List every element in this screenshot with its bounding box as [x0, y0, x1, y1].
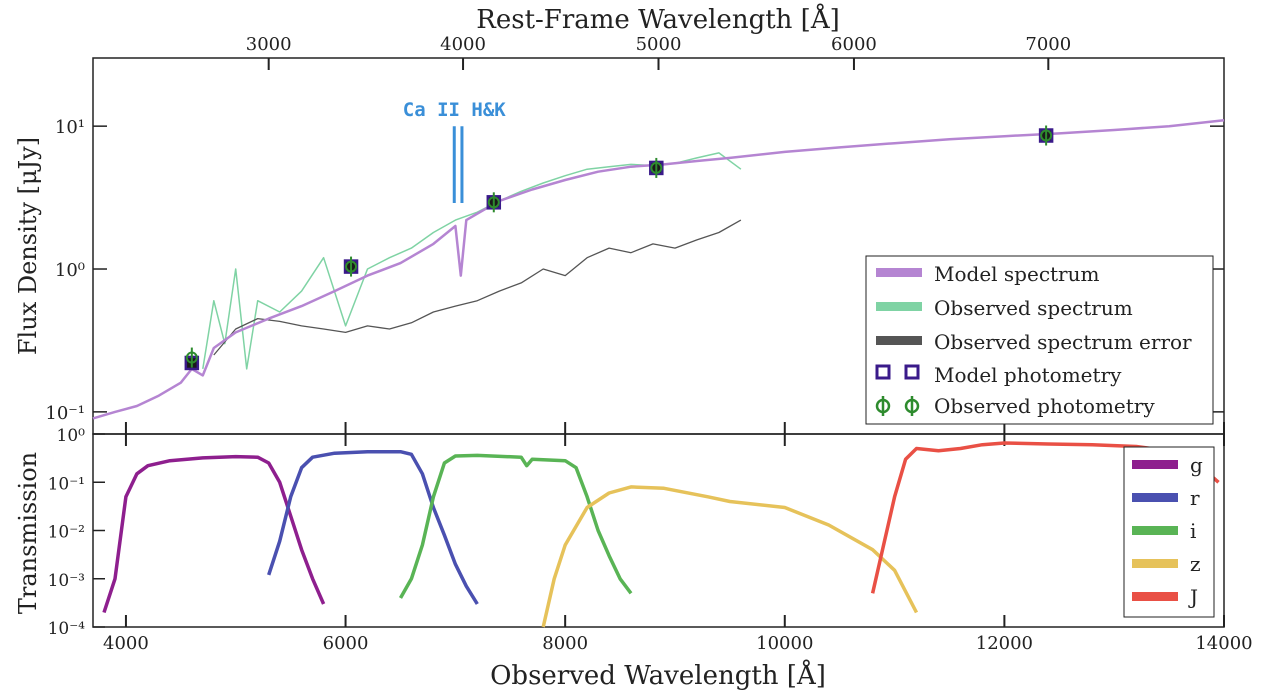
bottom-xtick-label: 12000: [976, 633, 1033, 654]
top-ylabel: Flux Density [μJy]: [14, 137, 42, 355]
legend-swatch-z: [1132, 559, 1178, 568]
series-observed-spectrum-error: [213, 219, 742, 356]
filter-panel: 10⁻⁴ 10⁻³ 10⁻² 10⁻¹ 10⁰ 4000 6000 8000 10000 1200…: [48, 426, 1253, 654]
legend-swatch-spectrum-error: [876, 336, 922, 345]
legend-label-model-photometry: Model photometry: [934, 363, 1122, 387]
filter-curve-z: [541, 485, 919, 628]
legend-swatch-g: [1132, 460, 1178, 469]
bottom-ytick-label: 10⁻¹: [48, 474, 85, 494]
top-axis-title: Rest-Frame Wavelength [Å]: [476, 3, 839, 35]
legend-marker-observed-photometry: [875, 396, 920, 416]
ca-ii-label: Ca II H&K: [403, 99, 507, 121]
top-axis-tick-label: 3000: [246, 34, 292, 55]
top-axis-tick-label: 4000: [440, 34, 486, 55]
top-ytick-label: 10⁻¹: [45, 403, 85, 424]
top-ytick-label: 10⁰: [55, 260, 85, 281]
legend-swatch-observed-spectrum: [876, 302, 922, 311]
filter-curve-r: [267, 449, 479, 605]
bottom-xtick-label: 10000: [756, 633, 813, 654]
filter-curve-i: [398, 453, 633, 599]
bottom-ytick-label: 10⁻²: [48, 523, 85, 543]
legend-swatch-J: [1132, 592, 1178, 601]
bottom-xtick-label: 4000: [103, 633, 149, 654]
top-axis-tick-label: 5000: [636, 34, 682, 55]
legend-label-J: J: [1188, 585, 1198, 609]
legend-label-g: g: [1190, 453, 1203, 477]
bottom-xtick-label: 8000: [542, 633, 588, 654]
bottom-panel-frame: [92, 433, 1225, 628]
legend-label-r: r: [1190, 486, 1200, 510]
top-axis-tick-label: 6000: [831, 34, 877, 55]
top-ytick-label: 10¹: [55, 117, 85, 138]
top-axis-tick-label: 7000: [1025, 34, 1071, 55]
legend-label-i: i: [1190, 519, 1196, 543]
bottom-ytick-label: 10⁻⁴: [48, 619, 86, 639]
legend-marker-model-photometry-a: [875, 364, 891, 380]
legend-marker-model-photometry-b: [904, 364, 920, 380]
legend-swatch-r: [1132, 493, 1178, 502]
bottom-xtick-label: 14000: [1195, 633, 1252, 654]
filter-curve-g: [102, 454, 326, 614]
legend-label-observed-photometry: Observed photometry: [934, 394, 1155, 418]
bottom-axis-title: Observed Wavelength [Å]: [490, 659, 826, 691]
spectrum-legend: Model spectrum Observed spectrum Observe…: [865, 255, 1214, 425]
legend-label-model-spectrum: Model spectrum: [934, 262, 1099, 286]
legend-label-observed-spectrum: Observed spectrum: [934, 296, 1133, 320]
series-observed-spectrum: [202, 152, 742, 370]
bottom-ytick-label: 10⁰: [57, 426, 86, 446]
filter-legend: g r i z J: [1123, 446, 1215, 618]
legend-label-spectrum-error: Observed spectrum error: [934, 330, 1192, 354]
spectrum-panel: 10⁻¹ 10⁰ 10¹ 3000 4000 5000 6000 7000 Ca II H&K: [45, 34, 1225, 435]
legend-swatch-i: [1132, 526, 1178, 535]
bottom-ylabel: Transmission: [14, 452, 42, 614]
bottom-ytick-label: 10⁻³: [48, 571, 85, 591]
legend-label-z: z: [1190, 552, 1201, 576]
legend-swatch-model-spectrum: [876, 268, 922, 277]
bottom-xtick-label: 6000: [323, 633, 369, 654]
series-model-spectrum: [92, 118, 1225, 420]
